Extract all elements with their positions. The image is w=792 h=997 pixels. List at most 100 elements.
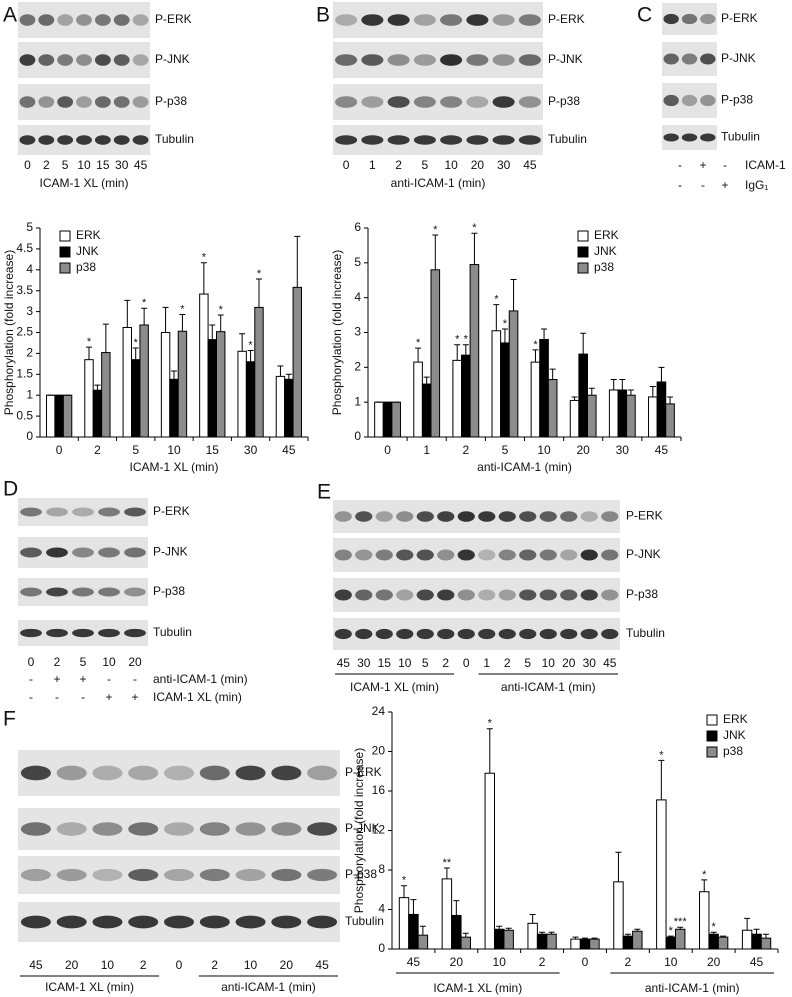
row-label: P-ERK [548,12,585,26]
significance: * [659,749,664,761]
error-bar [701,879,708,892]
blot-band [440,14,463,26]
blot-band [681,13,698,25]
blot-band [20,765,51,781]
bar [441,878,453,950]
y-tick-label: 8 [378,862,385,876]
bar [54,394,64,438]
significance: ** [443,857,452,869]
bar [617,389,628,438]
blot-strip [18,808,340,850]
lane-label: 2 [504,656,511,670]
blot-band [518,96,541,108]
condition-label: ICAM-1 [745,158,786,172]
blot-band [72,628,94,638]
blot-band [271,765,302,781]
lane-label: 15 [378,656,392,670]
blot-band [113,135,130,145]
x-tick-label: 0 [582,955,589,969]
blot-band [46,547,68,558]
significance: * [712,921,717,933]
blot-band [413,14,436,26]
bar [491,330,502,438]
y-tick-label: 0 [378,941,385,955]
lane-label: 5 [422,158,429,172]
blot-band [92,868,123,882]
blot-band [457,628,475,640]
lane-label: 30 [357,656,371,670]
bar [374,401,384,438]
row-label: Tubulin [155,132,194,146]
blot-band [396,549,414,561]
blot-band [271,822,302,836]
significance: * [503,318,508,330]
blot-band [76,135,92,145]
blot-band [518,54,541,66]
bar [500,342,510,438]
x-tick-label: 10 [493,955,507,969]
lane-label: 20 [65,958,79,972]
error-bar [539,931,546,935]
row-label: Tubulin [548,132,587,146]
lane-label: 20 [471,158,485,172]
legend-swatch [577,230,589,242]
bar [569,399,580,438]
significance: * [416,337,421,349]
legend-label: ERK [76,228,101,242]
blot-band [413,96,436,108]
bar [413,361,423,438]
blot-band [38,54,55,66]
blot-band [387,135,410,145]
error-bar [239,333,246,352]
error-bar [86,346,93,360]
significance: * [219,304,224,316]
error-bar [753,928,760,935]
bar [708,933,719,950]
bar [608,389,619,438]
lane-label: 45 [29,958,43,972]
bar [699,891,710,950]
blot-band [271,868,302,882]
blot-band [56,868,87,882]
legend-swatch [706,714,718,726]
blot-band [19,54,36,66]
lane-label: 10 [542,656,556,670]
lane-label: 5 [80,655,87,669]
y-tick-label: 2 [354,360,361,374]
blot-band [92,822,123,836]
blot-band [20,628,42,638]
blot-band [335,96,358,108]
x-tick-label: 0 [384,443,391,457]
blot-band [19,14,36,26]
blot-band [19,135,36,145]
error-bar [501,328,508,343]
error-bar [277,365,284,377]
bar [674,928,686,950]
legend-swatch [59,230,71,242]
bar [169,378,179,438]
blot-band [355,511,373,522]
blot-band [519,511,537,522]
bar [84,359,94,438]
blot-band [478,628,496,640]
panel-letter: D [3,478,18,501]
bar [539,338,549,438]
blot-band [56,822,87,836]
blot-band [20,915,51,929]
blot-band [437,511,455,522]
y-tick-label: 4 [378,902,385,916]
group-label: anti-ICAM-1 (min) [501,680,596,694]
blot-band [413,135,436,145]
blot-band [601,511,619,522]
blot-band [57,14,74,26]
significance: * [87,336,92,348]
blot-axis-label: ICAM-1 XL (min) [40,176,129,190]
significance: * [257,268,262,280]
error-bar [423,376,430,385]
blot-band [492,54,515,66]
blot-band [20,868,51,882]
lane-label: 45 [337,656,351,670]
condition-label: ICAM-1 XL (min) [153,690,242,704]
y-tick-label: 1 [354,394,361,408]
row-label: P-p38 [155,94,187,108]
